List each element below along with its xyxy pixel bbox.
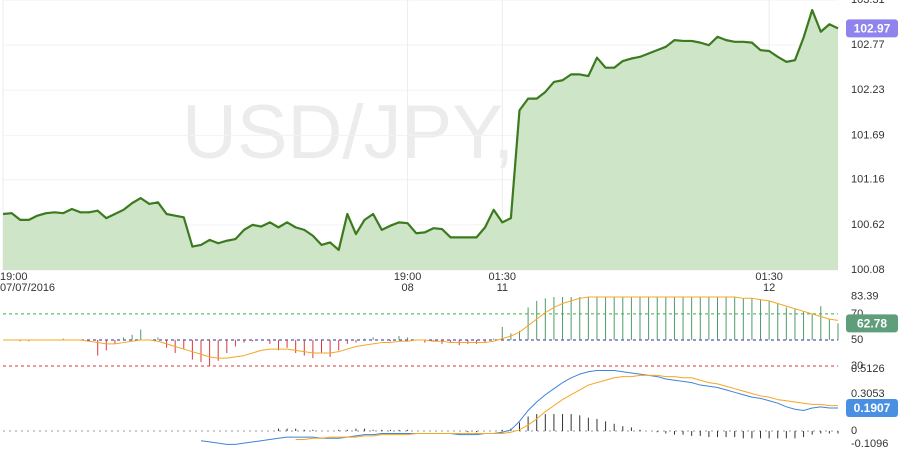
last-value-label: 102.97 <box>854 22 891 36</box>
y-tick-label: 50 <box>851 334 863 346</box>
last-value-label: 0.1907 <box>854 401 891 415</box>
y-tick-label: 0.3053 <box>851 388 885 400</box>
x-tick-label: 01:30 <box>755 271 783 283</box>
y-tick-label: 103.31 <box>851 0 885 6</box>
price-line <box>2 8 839 252</box>
x-tick-label: 12 <box>763 282 775 294</box>
last-value-badge <box>846 19 898 38</box>
x-tick-label: 08 <box>401 282 413 294</box>
y-tick-label: 0 <box>851 425 857 437</box>
y-tick-label: 100.08 <box>851 264 885 276</box>
x-tick-label: 01:30 <box>489 271 517 283</box>
y-tick-label: 102.77 <box>851 39 885 51</box>
x-tick-label: 07/07/2016 <box>0 282 55 294</box>
x-tick-label: 19:00 <box>0 271 28 283</box>
y-tick-label: 30 <box>851 360 863 372</box>
y-tick-label: 83.39 <box>851 290 879 302</box>
rsi-average-line <box>3 296 839 359</box>
y-tick-label: 102.23 <box>851 84 885 96</box>
y-tick-label: 101.16 <box>851 174 885 186</box>
x-tick-label: 19:00 <box>394 271 422 283</box>
y-tick-label: 101.69 <box>851 129 885 141</box>
y-tick-label: 0.5126 <box>851 363 885 375</box>
y-tick-label: 100.62 <box>851 219 885 231</box>
last-value-label: 62.78 <box>857 316 887 330</box>
macd-line <box>200 370 839 445</box>
y-tick-label: -0.1096 <box>851 438 888 450</box>
last-value-badge <box>846 398 898 417</box>
last-value-badge <box>846 314 898 333</box>
price-area <box>3 10 838 271</box>
x-tick-label: 11 <box>497 282 508 294</box>
macd-line <box>295 374 838 440</box>
